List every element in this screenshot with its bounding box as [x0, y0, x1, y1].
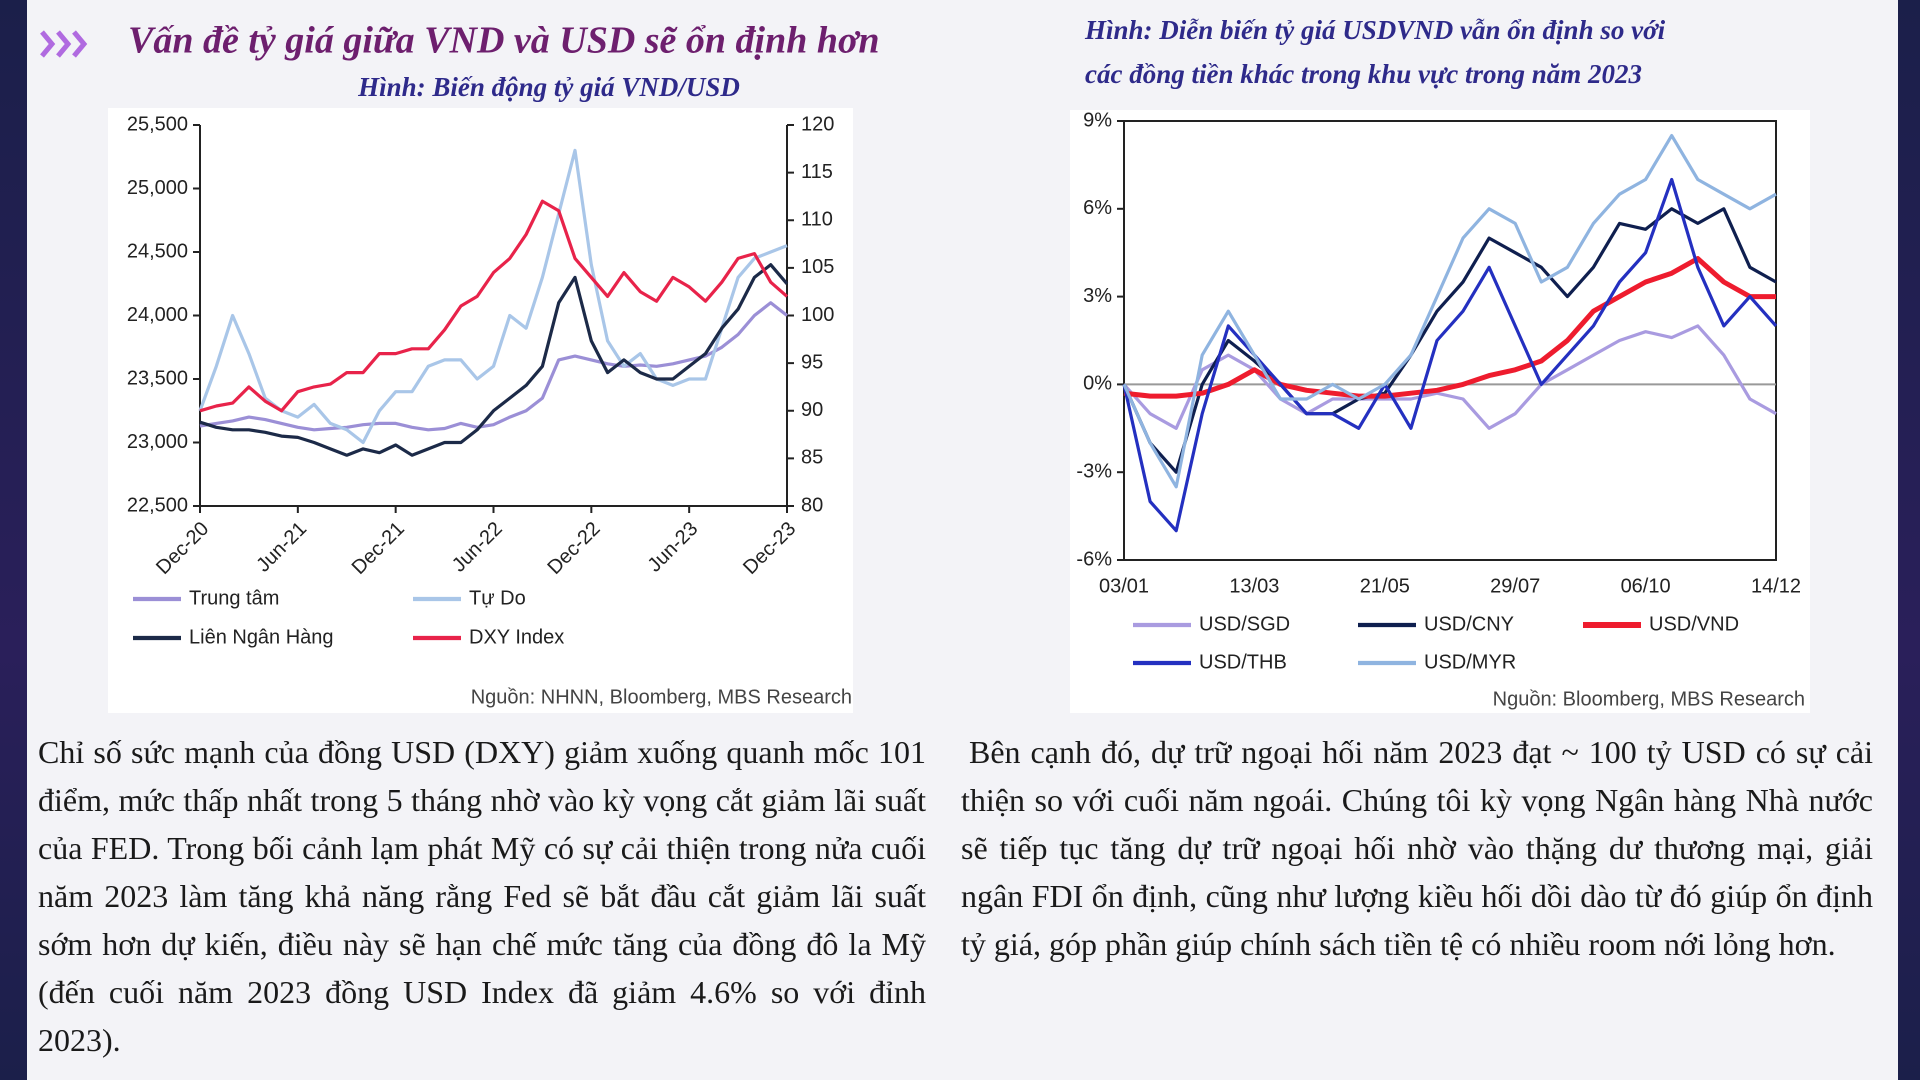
slide-title: Vấn đề tỷ giá giữa VND và USD sẽ ổn định… — [128, 20, 880, 62]
y2-tick-label: 95 — [801, 351, 823, 373]
chart-title: Hình: Diễn biến tỷ giá USDVND vẫn ổn địn… — [1084, 15, 1666, 45]
legend-label: Liên Ngân Hàng — [189, 626, 334, 648]
y-tick-label: 24,000 — [127, 304, 188, 326]
side-bar — [0, 0, 27, 1080]
series-line — [1123, 256, 1776, 399]
y2-tick-label: 80 — [801, 494, 823, 516]
series-line — [199, 301, 788, 432]
legend-label: USD/CNY — [1424, 613, 1514, 635]
chart-title: Hình: Biến động tỷ giá VND/USD — [357, 72, 740, 102]
y2-tick-label: 90 — [801, 399, 823, 421]
series-line — [1122, 207, 1777, 474]
y-tick-label: -3% — [1076, 460, 1112, 482]
y-tick-label: 3% — [1083, 285, 1112, 307]
paragraph: Chỉ số sức mạnh của đồng USD (DXY) giảm … — [38, 734, 926, 1058]
chart-title: các đồng tiền khác trong khu vực trong n… — [1085, 59, 1642, 89]
legend-label: USD/SGD — [1199, 613, 1290, 635]
y2-tick-label: 105 — [801, 256, 834, 278]
legend-label: DXY Index — [469, 626, 564, 648]
x-tick-label: 13/03 — [1229, 575, 1279, 597]
y2-tick-label: 85 — [801, 447, 823, 469]
y-tick-label: 25,000 — [127, 177, 188, 199]
chart-source: Nguồn: NHNN, Bloomberg, MBS Research — [471, 686, 852, 708]
x-tick-label: 03/01 — [1099, 575, 1149, 597]
series-line — [198, 148, 788, 445]
x-tick-label: 21/05 — [1360, 575, 1410, 597]
legend-label: USD/MYR — [1424, 651, 1516, 673]
y-tick-label: -6% — [1076, 548, 1112, 570]
chart-panel — [108, 108, 853, 713]
series-line — [199, 263, 789, 457]
y-tick-label: 23,500 — [127, 367, 188, 389]
y-tick-label: 22,500 — [127, 494, 188, 516]
x-tick-label: 14/12 — [1751, 575, 1801, 597]
x-tick-label: 06/10 — [1621, 575, 1671, 597]
chevrons — [40, 30, 88, 58]
side-bar — [1898, 0, 1920, 1080]
y-tick-label: 23,000 — [127, 431, 188, 453]
plot-frame — [1123, 120, 1777, 561]
y2-tick-label: 110 — [801, 209, 833, 231]
y2-tick-label: 100 — [801, 304, 834, 326]
y-tick-label: 25,500 — [127, 113, 188, 135]
series-line — [1122, 324, 1777, 430]
y2-tick-label: 120 — [801, 113, 834, 135]
legend-label: Trung tâm — [189, 587, 279, 609]
series-line — [1122, 177, 1778, 533]
legend-label: USD/VND — [1649, 613, 1739, 635]
x-tick-label: 29/07 — [1490, 575, 1540, 597]
y2-tick-label: 115 — [801, 161, 833, 183]
y-tick-label: 24,500 — [127, 240, 188, 262]
chart-source: Nguồn: Bloomberg, MBS Research — [1493, 688, 1805, 710]
y-tick-label: 0% — [1083, 373, 1112, 395]
paragraph: Bên cạnh đó, dự trữ ngoại hối năm 2023 đ… — [961, 734, 1873, 962]
y-tick-label: 9% — [1083, 109, 1112, 131]
series-line — [199, 199, 789, 413]
series-line — [1122, 134, 1777, 489]
y-tick-label: 6% — [1083, 197, 1112, 219]
legend-label: USD/THB — [1199, 651, 1287, 673]
legend-label: Tự Do — [469, 587, 526, 609]
